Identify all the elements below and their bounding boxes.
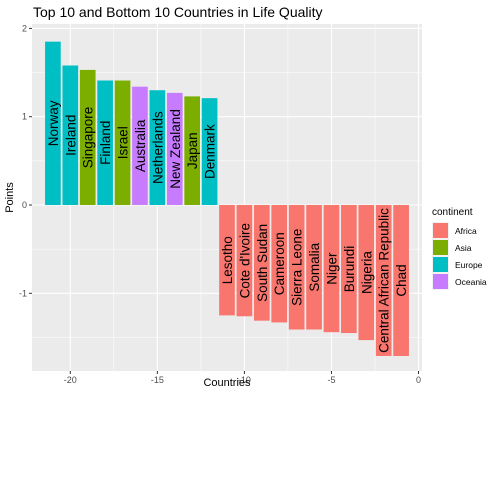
x-tick-label: -5 xyxy=(327,375,335,385)
bar xyxy=(306,205,322,330)
legend-label: Europe xyxy=(455,260,483,270)
bar xyxy=(341,205,357,334)
bar xyxy=(358,205,375,341)
bar-label: Chad xyxy=(394,264,409,296)
x-axis-ticks: -20 -15 -10 -5 0 xyxy=(64,371,421,385)
bar-label: New Zealand xyxy=(168,109,183,189)
legend-key xyxy=(433,240,448,255)
y-tick-label: 0 xyxy=(22,200,27,210)
bar xyxy=(166,92,183,206)
y-axis-ticks: -1 0 1 2 xyxy=(19,23,32,298)
bar xyxy=(219,205,235,316)
bar xyxy=(323,205,340,333)
bar-label: South Sudan xyxy=(255,224,270,302)
chart-title: Top 10 and Bottom 10 Countries in Life Q… xyxy=(33,4,323,20)
bar xyxy=(114,80,131,206)
bar-label: Sierra Leone xyxy=(290,229,305,306)
legend-key xyxy=(433,274,448,289)
y-tick-label: 1 xyxy=(22,112,27,122)
x-tick-label: 0 xyxy=(416,375,421,385)
bar-label: Singapore xyxy=(81,107,96,169)
bar-label: Japan xyxy=(185,132,200,169)
bar-label: Central African Republic xyxy=(377,208,392,353)
bar xyxy=(271,205,288,323)
bar-label: Finland xyxy=(98,121,113,165)
legend-label: Africa xyxy=(455,226,477,236)
legend-label: Oceania xyxy=(455,277,487,287)
legend-label: Asia xyxy=(455,243,472,253)
bar-label: Israel xyxy=(116,126,131,159)
bar xyxy=(236,205,253,317)
bar-label: Netherlands xyxy=(150,111,165,184)
legend-title: continent xyxy=(432,207,473,218)
bar xyxy=(97,80,113,206)
bar xyxy=(393,205,409,356)
bar-label: Nigeria xyxy=(359,251,374,294)
x-tick-label: -20 xyxy=(64,375,77,385)
bar-label: Burundi xyxy=(342,246,357,293)
y-tick-label: -1 xyxy=(19,288,27,298)
y-tick-label: 2 xyxy=(22,23,27,33)
legend: continent Africa Asia Europe Oceania xyxy=(432,207,487,290)
legend-key xyxy=(433,223,448,238)
bar-label: Ireland xyxy=(63,115,78,156)
bar xyxy=(149,90,166,206)
x-tick-label: -15 xyxy=(151,375,164,385)
bar xyxy=(184,96,201,206)
bar-label: Norway xyxy=(46,100,61,146)
bar-label: Somalia xyxy=(307,242,322,291)
bar xyxy=(375,205,392,356)
bar-label: Cote d'Ivoire xyxy=(237,223,252,298)
x-tick-label: -10 xyxy=(238,375,251,385)
y-axis-title: Points xyxy=(4,182,16,213)
bar-label: Niger xyxy=(324,252,339,285)
bar xyxy=(79,69,96,206)
x-axis-title: Countries xyxy=(203,377,251,389)
bar-label: Lesotho xyxy=(220,236,235,284)
legend-key xyxy=(433,257,448,272)
bar xyxy=(253,205,270,321)
bar xyxy=(62,65,79,206)
bar-label: Denmark xyxy=(203,124,218,179)
bars xyxy=(45,41,409,356)
bar xyxy=(45,41,61,206)
bar-label: Cameroon xyxy=(272,232,287,295)
bar xyxy=(201,98,218,206)
bar xyxy=(288,205,305,330)
bar-label: Australia xyxy=(133,119,148,172)
bar-labels: Norway Ireland Singapore Finland Israel Austr… xyxy=(46,100,409,353)
bar xyxy=(132,86,148,206)
